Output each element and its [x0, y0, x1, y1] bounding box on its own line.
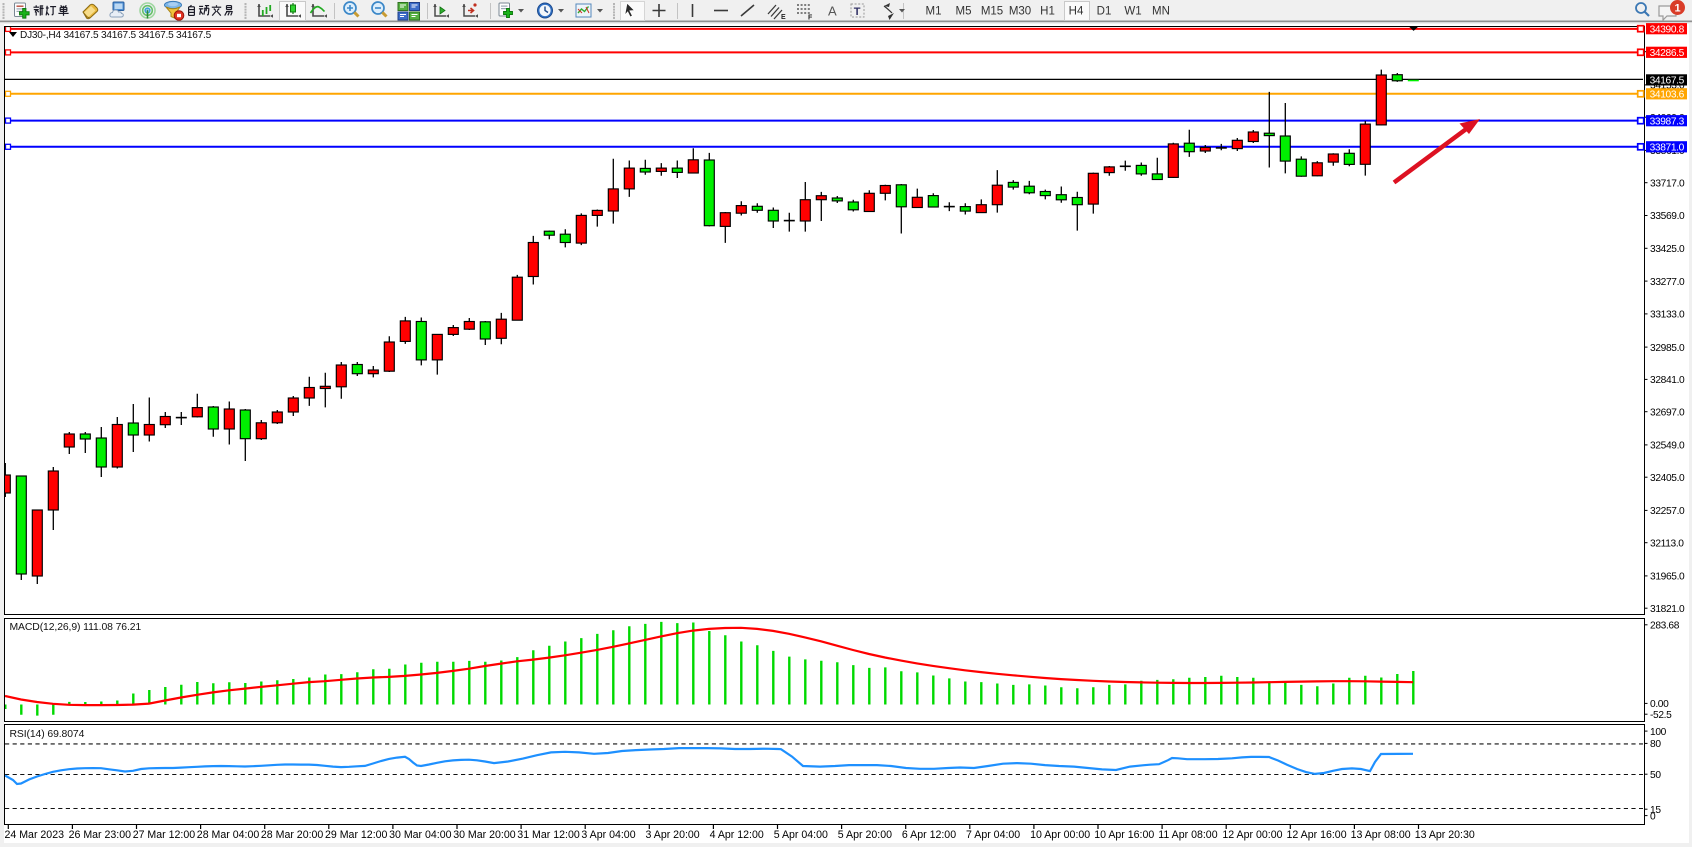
- svg-text:33871.0: 33871.0: [1650, 143, 1685, 154]
- svg-text:4 Apr 12:00: 4 Apr 12:00: [710, 829, 764, 841]
- svg-text:M15: M15: [981, 6, 1003, 18]
- svg-text:27 Mar 12:00: 27 Mar 12:00: [133, 829, 196, 841]
- svg-text:H4: H4: [1069, 6, 1084, 18]
- svg-text:3 Apr 04:00: 3 Apr 04:00: [581, 829, 635, 841]
- svg-text:34153.0: 34153.0: [1650, 81, 1685, 92]
- svg-text:34286.5: 34286.5: [1650, 48, 1685, 59]
- svg-text:F: F: [808, 15, 813, 22]
- svg-text:34103.6: 34103.6: [1650, 90, 1685, 101]
- svg-text:33133.0: 33133.0: [1650, 310, 1685, 321]
- svg-text:33569.0: 33569.0: [1650, 211, 1685, 222]
- svg-text:28 Mar 04:00: 28 Mar 04:00: [197, 829, 260, 841]
- svg-text:MACD(12,26,9) 111.08 76.21: MACD(12,26,9) 111.08 76.21: [10, 622, 142, 633]
- svg-text:13 Apr 08:00: 13 Apr 08:00: [1351, 829, 1411, 841]
- svg-text:32549.0: 32549.0: [1650, 441, 1685, 452]
- svg-text:W1: W1: [1124, 6, 1141, 18]
- svg-text:31965.0: 31965.0: [1650, 572, 1685, 583]
- svg-text:32697.0: 32697.0: [1650, 407, 1685, 418]
- svg-text:10 Apr 00:00: 10 Apr 00:00: [1030, 829, 1090, 841]
- svg-text:30 Mar 04:00: 30 Mar 04:00: [389, 829, 452, 841]
- svg-text:10 Apr 16:00: 10 Apr 16:00: [1094, 829, 1154, 841]
- svg-text:32405.0: 32405.0: [1650, 473, 1685, 484]
- svg-text:5 Apr 04:00: 5 Apr 04:00: [774, 829, 828, 841]
- svg-text:3 Apr 20:00: 3 Apr 20:00: [646, 829, 700, 841]
- svg-text:80: 80: [1650, 739, 1661, 750]
- svg-text:15: 15: [1650, 805, 1661, 816]
- svg-text:32113.0: 32113.0: [1650, 538, 1684, 549]
- svg-text:E: E: [781, 14, 786, 21]
- svg-text:283.68: 283.68: [1650, 621, 1680, 632]
- svg-text:31 Mar 12:00: 31 Mar 12:00: [517, 829, 580, 841]
- svg-text:11 Apr 08:00: 11 Apr 08:00: [1158, 829, 1217, 841]
- svg-text:28 Mar 20:00: 28 Mar 20:00: [261, 829, 324, 841]
- svg-text:30 Mar 20:00: 30 Mar 20:00: [453, 829, 516, 841]
- svg-text:D1: D1: [1097, 6, 1112, 18]
- svg-text:A: A: [828, 4, 837, 19]
- svg-text:5 Apr 20:00: 5 Apr 20:00: [838, 829, 892, 841]
- svg-text:M5: M5: [956, 6, 972, 18]
- svg-text:100: 100: [1650, 727, 1667, 738]
- svg-text:32985.0: 32985.0: [1650, 343, 1685, 354]
- svg-text:29 Mar 12:00: 29 Mar 12:00: [325, 829, 388, 841]
- svg-text:7 Apr 04:00: 7 Apr 04:00: [966, 829, 1020, 841]
- svg-text:13 Apr 20:30: 13 Apr 20:30: [1415, 829, 1475, 841]
- svg-text:33717.0: 33717.0: [1650, 178, 1685, 189]
- svg-text:32257.0: 32257.0: [1650, 506, 1685, 517]
- svg-text:MN: MN: [1152, 6, 1170, 18]
- svg-text:12 Apr 00:00: 12 Apr 00:00: [1222, 829, 1282, 841]
- svg-text:32841.0: 32841.0: [1650, 375, 1685, 386]
- svg-text:M1: M1: [926, 6, 942, 18]
- svg-text:50: 50: [1650, 770, 1661, 781]
- svg-text:33425.0: 33425.0: [1650, 244, 1685, 255]
- svg-text:34167.5: 34167.5: [1650, 76, 1685, 87]
- svg-text:31821.0: 31821.0: [1650, 604, 1685, 615]
- svg-text:T: T: [854, 6, 861, 18]
- svg-text:34390.8: 34390.8: [1650, 24, 1685, 35]
- svg-text:33987.3: 33987.3: [1650, 116, 1685, 127]
- svg-text:24 Mar 2023: 24 Mar 2023: [5, 829, 65, 841]
- svg-text:DJ30-,H4 34167.5 34167.5 3416: DJ30-,H4 34167.5 34167.5 34167.5 34167.5: [20, 30, 212, 41]
- svg-text:33277.0: 33277.0: [1650, 277, 1685, 288]
- svg-text:H1: H1: [1040, 6, 1055, 18]
- svg-text:12 Apr 16:00: 12 Apr 16:00: [1287, 829, 1347, 841]
- svg-text:RSI(14) 69.8074: RSI(14) 69.8074: [10, 729, 85, 740]
- svg-text:1: 1: [1674, 3, 1680, 15]
- svg-text:M30: M30: [1009, 6, 1031, 18]
- svg-text:26 Mar 23:00: 26 Mar 23:00: [69, 829, 132, 841]
- svg-text:0: 0: [1650, 811, 1656, 822]
- svg-text:0.00: 0.00: [1650, 699, 1669, 710]
- svg-text:-52.5: -52.5: [1650, 710, 1672, 721]
- svg-text:6 Apr 12:00: 6 Apr 12:00: [902, 829, 956, 841]
